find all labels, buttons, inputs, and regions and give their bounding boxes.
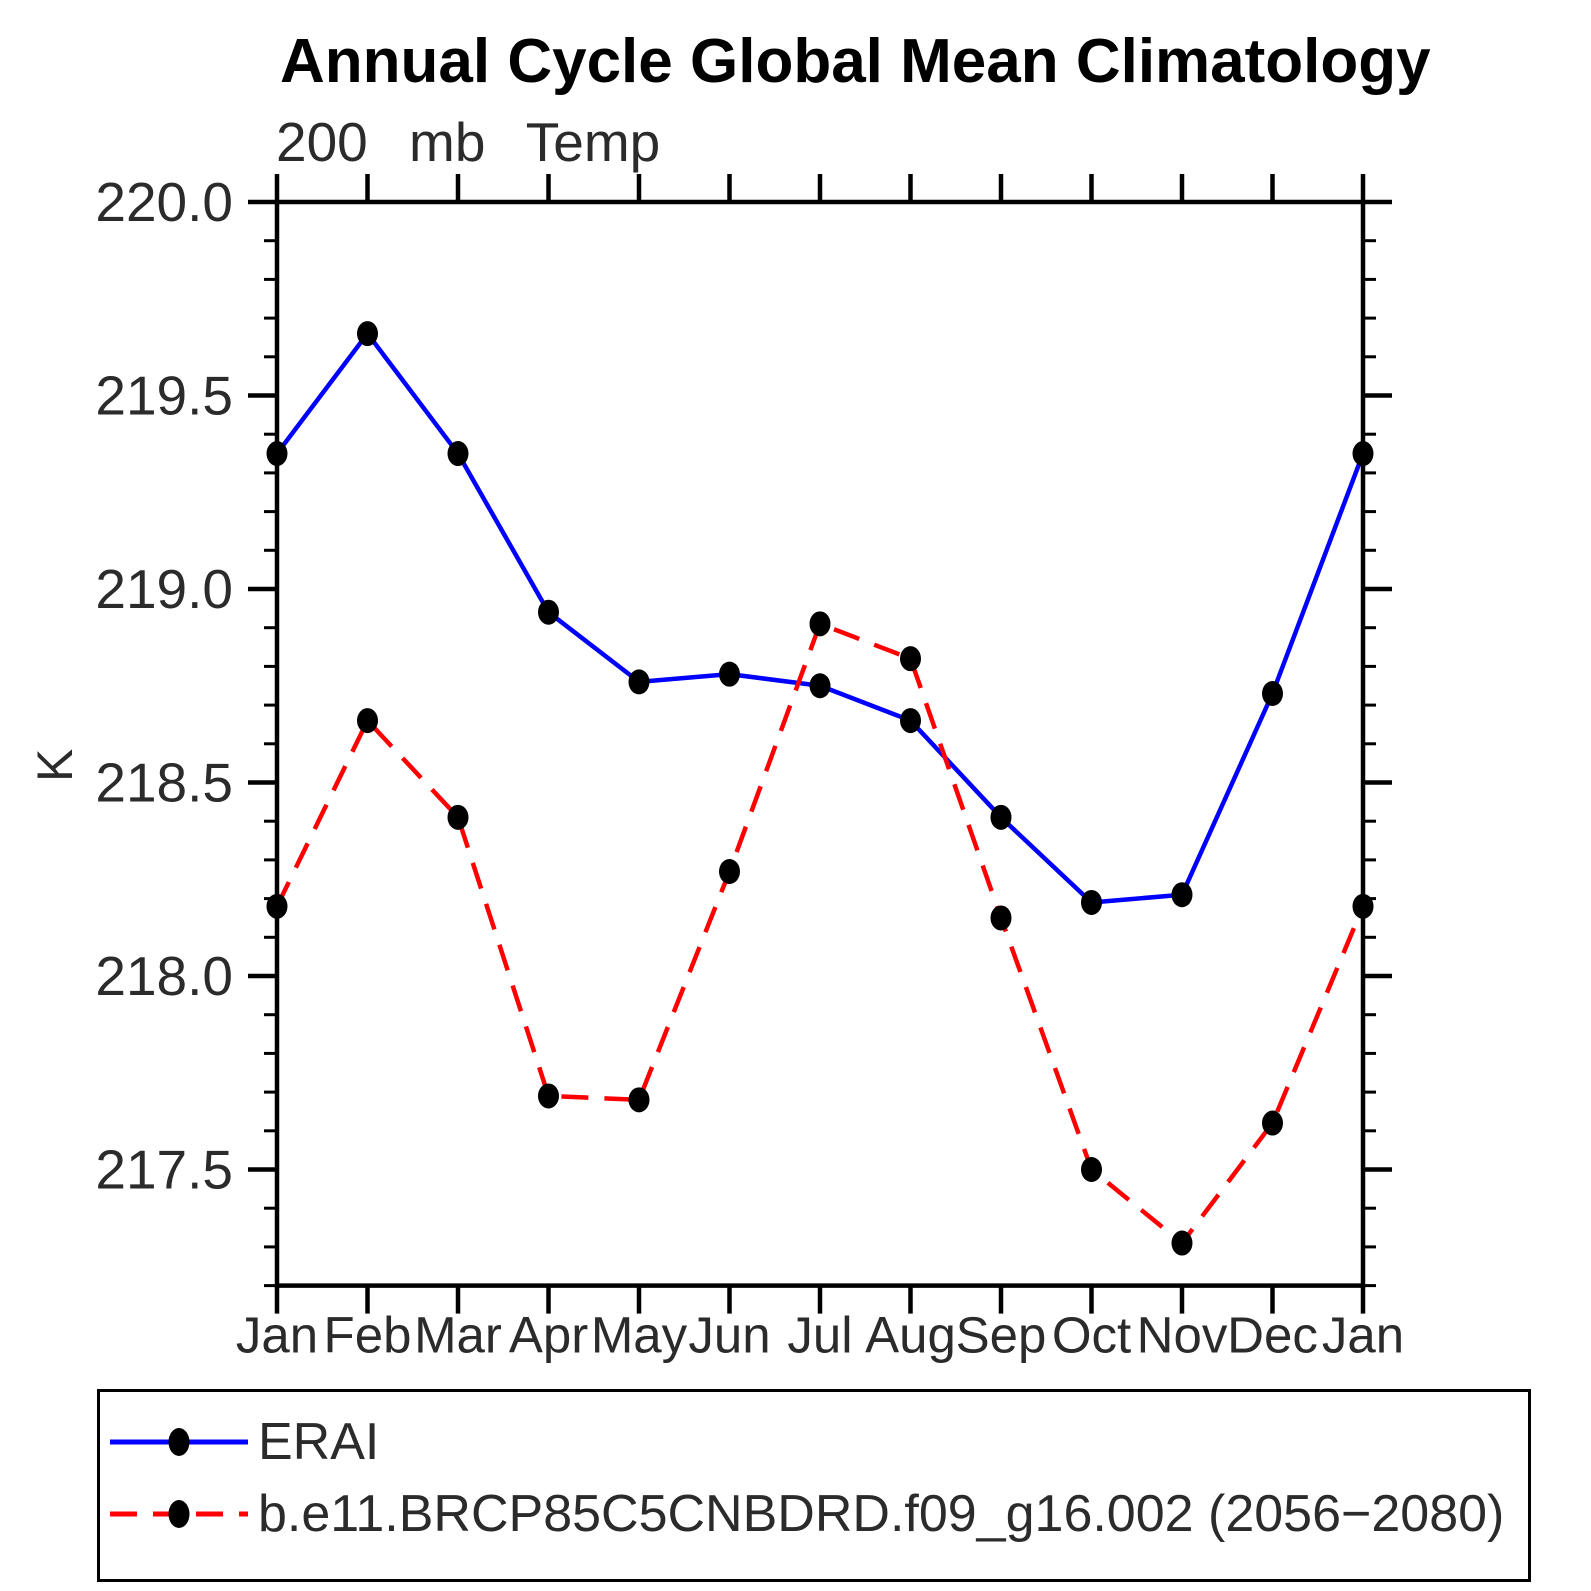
x-tick-label: Apr [509,1307,588,1364]
y-tick-label: 219.0 [95,558,233,620]
data-point-marker [990,905,1012,931]
data-point-marker [1171,882,1193,908]
data-point-marker [266,441,288,467]
data-point-marker [447,804,469,830]
y-tick-label: 220.0 [95,171,233,233]
data-point-marker [1171,1230,1193,1256]
y-tick-label: 218.0 [95,945,233,1007]
data-point-marker [809,673,831,699]
data-point-marker [357,708,378,734]
x-tick-label: Nov [1137,1307,1228,1364]
data-point-marker [900,646,921,672]
plot-frame [274,199,1366,1288]
data-point-marker [719,661,740,687]
data-point-marker [1262,680,1283,706]
legend-box: ERAI b.e11.BRCP85C5CNBDRD.f09_g16.002 (2… [97,1389,1531,1582]
data-point-marker [900,708,921,734]
x-tick-label: Sep [956,1307,1047,1364]
x-tick-label: Jul [787,1307,852,1364]
x-tick-label: Oct [1052,1307,1131,1364]
data-point-marker [990,804,1012,830]
x-tick-label: Aug [865,1307,956,1364]
data-point-marker [266,893,288,919]
x-tick-label: Jan [236,1307,318,1364]
x-tick-label: May [591,1307,688,1364]
data-point-marker [538,1083,559,1109]
y-tick-label: 218.5 [95,752,233,814]
data-point-marker [628,669,650,695]
legend-entry-model: b.e11.BRCP85C5CNBDRD.f09_g16.002 (2056−2… [106,1484,1504,1544]
legend-line-sample-solid [110,1428,248,1456]
series-line-1 [274,621,1366,1246]
x-tick-label: Mar [414,1307,502,1364]
x-tick-label: Jun [688,1307,770,1364]
chart-subtitle: 200 mb Temp [276,111,661,173]
legend-entry-erai: ERAI [106,1412,379,1472]
chart-title: Annual Cycle Global Mean Climatology [280,27,1431,96]
legend-label-erai: ERAI [258,1413,380,1471]
data-point-marker [538,599,559,625]
data-point-marker [357,321,378,347]
data-point-marker [1352,441,1374,467]
data-point-marker [1352,893,1374,919]
data-point-marker [809,611,831,637]
x-tick-label: Dec [1227,1307,1318,1364]
data-point-marker [719,859,740,885]
y-tick-label: 219.5 [95,365,233,427]
data-point-marker [1081,889,1102,915]
data-point-marker [1262,1110,1283,1136]
data-point-marker [628,1087,650,1113]
data-point-marker [447,441,469,467]
legend-label-model: b.e11.BRCP85C5CNBDRD.f09_g16.002 (2056−2… [258,1485,1505,1543]
x-tick-label: Jan [1322,1307,1404,1364]
data-point-marker [1081,1157,1102,1182]
y-tick-label: 217.5 [95,1139,233,1201]
x-tick-label: Feb [324,1307,412,1364]
legend-line-sample-dashed [110,1500,248,1528]
